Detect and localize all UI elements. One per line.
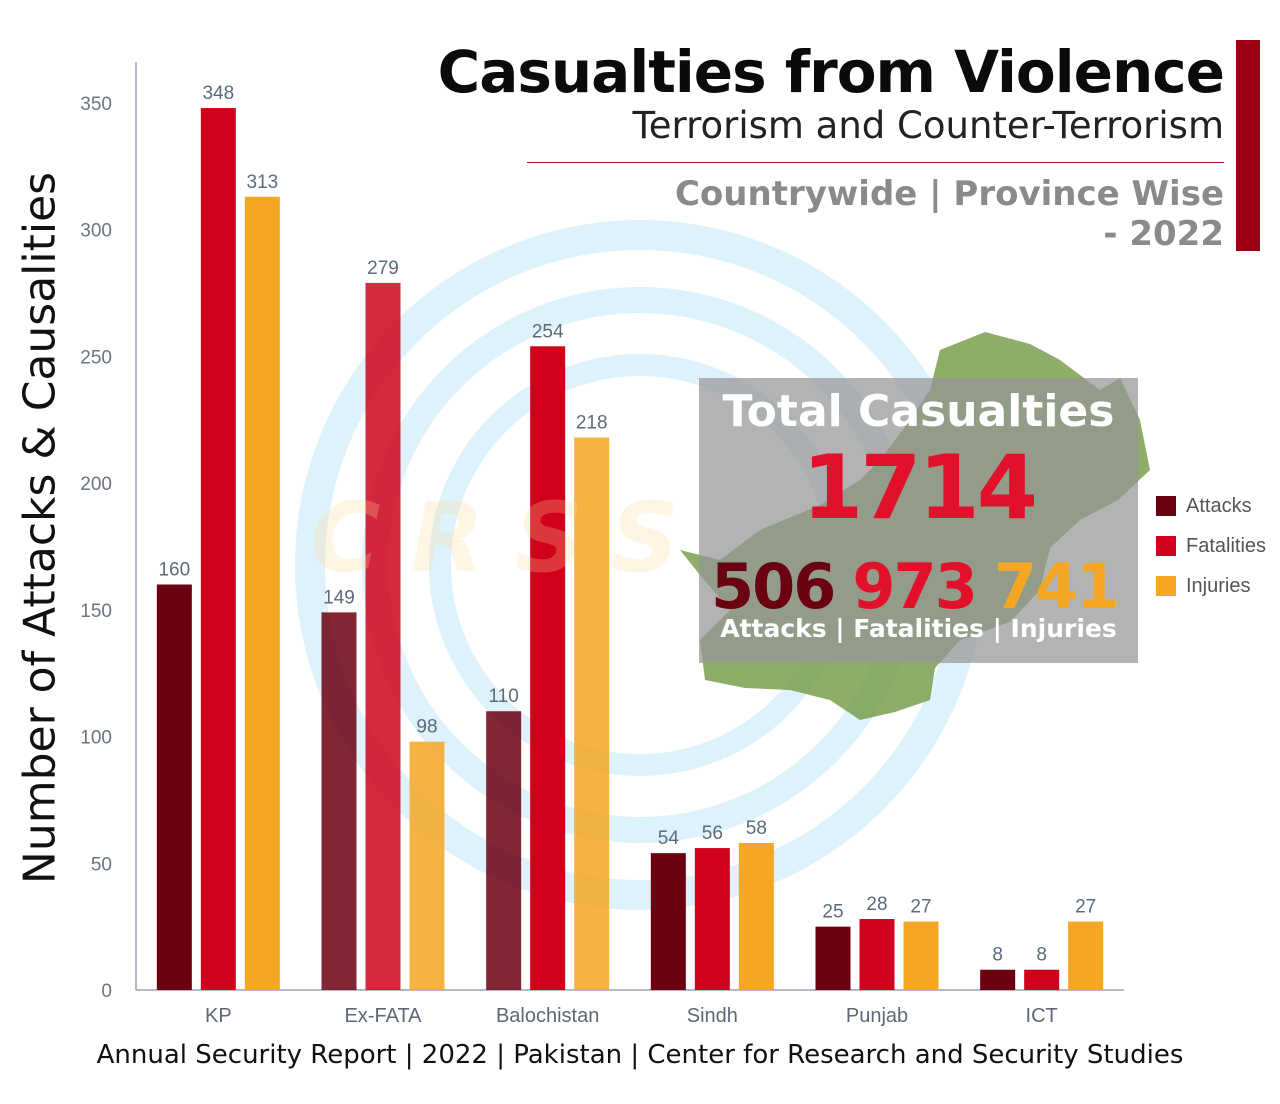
legend-swatch-injuries (1156, 576, 1176, 596)
legend-label-injuries: Injuries (1186, 574, 1251, 597)
title-divider (527, 162, 1224, 163)
value-labels: 160 348 313 149 279 98 110 254 218 54 56 58 25 28 27 8 8… (158, 83, 1096, 966)
scope-text: Countrywide | Province Wise - 2022 (675, 174, 1224, 254)
value-label: 27 (1075, 897, 1096, 918)
watermark-logo: CRSS (310, 482, 710, 594)
bar-attacks-ict (980, 969, 1016, 990)
bars (156, 108, 1104, 991)
x-tick-label: Punjab (846, 1005, 908, 1027)
legend-item-fatalities: Fatalities (1156, 526, 1266, 566)
accent-bar (1236, 40, 1260, 251)
legend: Attacks Fatalities Injuries (1156, 486, 1266, 606)
bar-attacks-sindh (650, 853, 686, 990)
x-tick-label: Sindh (687, 1005, 738, 1027)
scope-line-2: - 2022 (1103, 214, 1224, 254)
y-tick-label: 300 (80, 221, 112, 242)
bar-injuries-balochistan (574, 437, 610, 990)
value-label: 25 (822, 902, 843, 923)
totals-panel: Total Casualties 1714 506 973 741 Attacks … (699, 378, 1138, 663)
y-tick-label: 100 (80, 728, 112, 749)
bar-attacks-kp (156, 584, 192, 990)
legend-label-attacks: Attacks (1186, 494, 1252, 517)
legend-item-injuries: Injuries (1156, 566, 1266, 606)
y-axis-label: Number of Attacks & Causalities (14, 171, 66, 885)
y-tick-label: 350 (80, 94, 112, 115)
y-tick-label: 150 (80, 601, 112, 622)
legend-item-attacks: Attacks (1156, 486, 1266, 526)
bar-attacks-punjab (815, 926, 851, 990)
value-label: 98 (416, 717, 437, 738)
bar-injuries-ict (1068, 921, 1104, 990)
value-label: 313 (246, 172, 278, 193)
value-label: 54 (658, 828, 680, 849)
bar-fatalities-kp (200, 108, 236, 990)
x-tick-label: KP (205, 1005, 232, 1027)
value-label: 28 (866, 894, 887, 915)
scope-line-1: Countrywide | Province Wise (674, 174, 1224, 214)
legend-label-fatalities: Fatalities (1186, 534, 1267, 557)
bar-fatalities-punjab (859, 919, 895, 990)
y-tick-label: 200 (80, 474, 112, 495)
value-label: 58 (746, 818, 767, 839)
value-label: 56 (702, 823, 723, 844)
value-label: 110 (489, 686, 519, 707)
value-label: 218 (576, 413, 608, 434)
bar-injuries-sindh (738, 843, 774, 990)
bar-fatalities-ex-fata (365, 282, 401, 990)
bar-fatalities-ict (1024, 969, 1060, 990)
totals-caption: Attacks | Fatalities | Injuries (720, 614, 1117, 643)
footer-source: Annual Security Report | 2022 | Pakistan… (96, 1040, 1184, 1070)
bar-injuries-punjab (903, 921, 939, 990)
value-label: 254 (532, 321, 564, 342)
x-tick-label: ICT (1026, 1005, 1058, 1027)
axes (135, 62, 1124, 991)
chart-subtitle: Terrorism and Counter-Terrorism (632, 104, 1224, 147)
totals-breakdown: 506 973 741 (711, 550, 1131, 623)
y-ticks: 0 50 100 150 200 250 300 350 (80, 94, 112, 1002)
legend-swatch-attacks (1156, 496, 1176, 516)
y-tick-label: 250 (80, 347, 112, 368)
totals-total: 1714 (802, 436, 1038, 539)
x-tick-label: Balochistan (496, 1005, 599, 1027)
y-tick-label: 0 (101, 981, 112, 1002)
totals-fatalities: 973 (852, 550, 977, 623)
value-label: 27 (910, 897, 931, 918)
legend-swatch-fatalities (1156, 536, 1176, 556)
value-label: 8 (1036, 945, 1047, 966)
bar-attacks-ex-fata (321, 612, 357, 990)
totals-attacks: 506 (711, 550, 836, 623)
bar-fatalities-sindh (694, 848, 730, 990)
totals-injuries: 741 (993, 550, 1119, 623)
bar-attacks-balochistan (486, 711, 522, 990)
x-labels: KP Ex-FATA Balochistan Sindh Punjab ICT (205, 1005, 1058, 1027)
value-label: 8 (992, 945, 1003, 966)
value-label: 348 (202, 83, 234, 104)
totals-title: Total Casualties (722, 386, 1115, 437)
value-label: 279 (367, 258, 399, 279)
chart-title: Casualties from Violence (437, 38, 1225, 106)
bar-injuries-kp (244, 196, 280, 991)
bar-fatalities-balochistan (530, 346, 566, 990)
bar-injuries-ex-fata (409, 741, 445, 990)
y-tick-label: 50 (91, 854, 112, 875)
value-label: 160 (158, 560, 190, 581)
value-label: 149 (323, 587, 355, 608)
x-tick-label: Ex-FATA (344, 1005, 422, 1027)
